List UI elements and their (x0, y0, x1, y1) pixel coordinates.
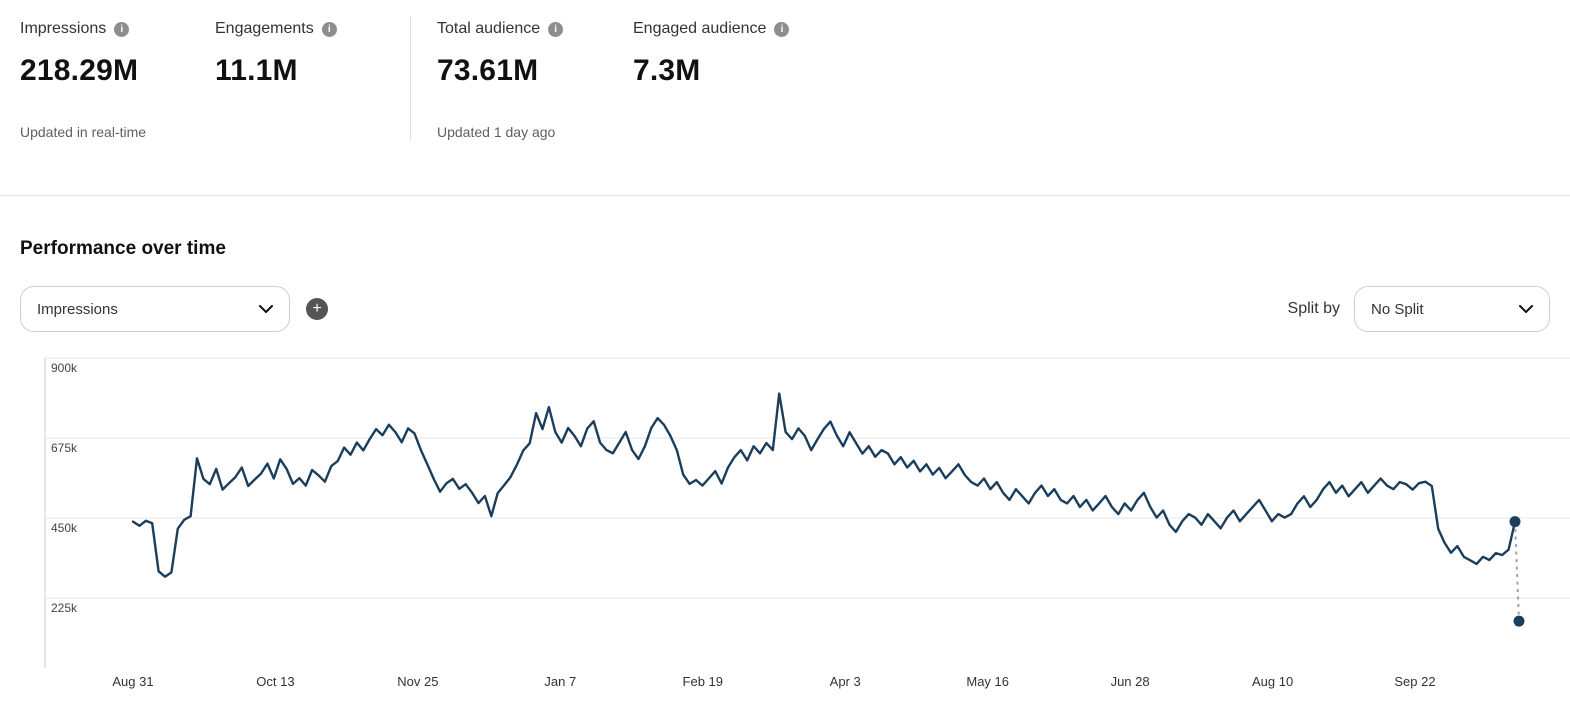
endpoint-dot-lower (1513, 615, 1525, 627)
split-select-dropdown[interactable]: No Split (1354, 286, 1550, 332)
summary-metrics-section: Impressions i 218.29M Engagements i 11.1… (0, 0, 1570, 196)
add-metric-button[interactable]: + (306, 298, 328, 320)
metric-engaged-audience: Engaged audience i 7.3M (633, 16, 829, 88)
performance-line-chart[interactable]: 900k 675k 450k 225k Aug 31 Oct 13 Nov 25 Jan 7 F… (20, 352, 1570, 697)
y-tick-label: 675k (51, 441, 78, 455)
metric-value: 11.1M (215, 54, 298, 87)
info-icon[interactable]: i (321, 21, 337, 37)
performance-section: Performance over time Impressions + Spli… (0, 238, 1570, 697)
metric-label: Total audience (437, 20, 541, 37)
metric-select-value: Impressions (37, 300, 118, 318)
metric-impressions: Impressions i 218.29M (20, 16, 215, 88)
info-icon[interactable]: i (774, 21, 790, 37)
x-tick-label: Aug 31 (112, 674, 153, 689)
page-title: Performance over time (20, 238, 226, 259)
x-tick-label: Apr 3 (830, 674, 861, 689)
y-tick-label: 225k (51, 601, 78, 615)
updated-text: Updated in real-time (20, 124, 147, 140)
chart-controls: Impressions + Split by No Split (20, 286, 1550, 332)
impressions-line-series (131, 392, 1517, 578)
split-by-label: Split by (1287, 300, 1340, 317)
x-tick-label: Oct 13 (256, 674, 294, 689)
x-tick-label: Feb 19 (683, 674, 723, 689)
endpoint-dashed-connector (1514, 521, 1520, 622)
metric-select-dropdown[interactable]: Impressions (20, 286, 290, 332)
metric-value: 7.3M (633, 54, 701, 87)
metric-engagements: Engagements i 11.1M (215, 16, 410, 88)
plus-icon: + (312, 300, 322, 317)
chart-svg[interactable]: 900k 675k 450k 225k Aug 31 Oct 13 Nov 25 Jan 7 F… (35, 352, 1570, 692)
x-tick-label: Sep 22 (1394, 674, 1435, 689)
audience-metrics-group: Total audience i 73.61M Engaged audience… (410, 16, 829, 140)
metric-value: 73.61M (437, 54, 539, 87)
info-icon[interactable]: i (548, 21, 564, 37)
x-tick-label: May 16 (966, 674, 1009, 689)
y-tick-label: 450k (51, 521, 78, 535)
updated-text: Updated 1 day ago (437, 124, 556, 140)
metric-value: 218.29M (20, 54, 139, 87)
x-tick-label: Jun 28 (1111, 674, 1150, 689)
split-select-value: No Split (1371, 300, 1424, 318)
x-tick-label: Nov 25 (397, 674, 438, 689)
y-tick-label: 900k (51, 361, 78, 375)
endpoint-dot-upper (1509, 516, 1521, 528)
info-icon[interactable]: i (114, 21, 130, 37)
x-tick-label: Aug 10 (1252, 674, 1293, 689)
chevron-down-icon (259, 304, 273, 313)
metric-total-audience: Total audience i 73.61M (437, 16, 633, 88)
x-tick-label: Jan 7 (544, 674, 576, 689)
metrics-row: Impressions i 218.29M Engagements i 11.1… (20, 16, 1550, 140)
metric-label: Engaged audience (633, 20, 767, 37)
metric-label: Impressions (20, 20, 107, 37)
metric-label: Engagements (215, 20, 314, 37)
chevron-down-icon (1519, 304, 1533, 313)
realtime-metrics-group: Impressions i 218.29M Engagements i 11.1… (20, 16, 410, 140)
